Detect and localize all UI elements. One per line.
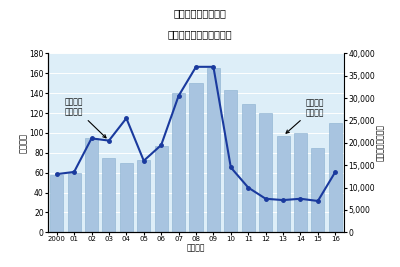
- Bar: [102, 158, 116, 232]
- Bar: [259, 113, 272, 232]
- Bar: [155, 146, 168, 232]
- Bar: [50, 175, 63, 232]
- Text: 負債総額
（右軸）: 負債総額 （右軸）: [65, 97, 106, 138]
- Text: 倒産件数
（左軸）: 倒産件数 （左軸）: [286, 98, 324, 133]
- Bar: [120, 163, 133, 232]
- Bar: [172, 93, 185, 232]
- Y-axis label: （件数）: （件数）: [19, 133, 28, 153]
- X-axis label: （年度）: （年度）: [187, 244, 205, 253]
- Bar: [311, 148, 324, 232]
- Bar: [190, 83, 202, 232]
- Bar: [294, 133, 307, 232]
- Bar: [207, 68, 220, 232]
- Bar: [85, 138, 98, 232]
- Text: 倒産件数・負債総額推移: 倒産件数・負債総額推移: [168, 29, 232, 39]
- Bar: [276, 136, 290, 232]
- Text: 新車・中古車小売業: 新車・中古車小売業: [174, 8, 226, 18]
- Bar: [137, 160, 150, 232]
- Bar: [224, 90, 237, 232]
- Bar: [68, 173, 81, 232]
- Bar: [329, 123, 342, 232]
- Bar: [242, 104, 255, 232]
- Y-axis label: （単位：百万円）: （単位：百万円）: [376, 124, 385, 161]
